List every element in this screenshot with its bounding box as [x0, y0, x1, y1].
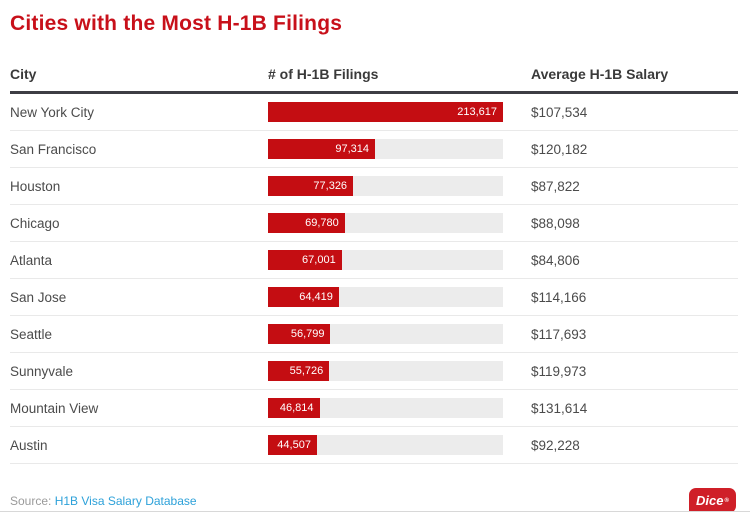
bar-track: 77,326: [268, 176, 503, 196]
salary-value: $84,806: [531, 252, 580, 268]
salary-value: $119,973: [531, 363, 587, 379]
city-label: San Jose: [10, 289, 67, 305]
filings-bar-cell: 55,726: [268, 361, 503, 381]
table-row: Sunnyvale 55,726 $119,973: [10, 353, 738, 390]
filings-bar-cell: 213,617: [268, 102, 503, 122]
city-label: Austin: [10, 437, 48, 453]
bar-track: 44,507: [268, 435, 503, 455]
bar-value-label: 46,814: [279, 402, 314, 414]
bar-fill: 69,780: [268, 213, 345, 233]
bar-fill: 77,326: [268, 176, 354, 196]
bar-track: 46,814: [268, 398, 503, 418]
filings-bar-cell: 56,799: [268, 324, 503, 344]
table-row: Mountain View 46,814 $131,614: [10, 390, 738, 427]
salary-value: $107,534: [531, 104, 588, 120]
table-row: Atlanta 67,001 $84,806: [10, 242, 738, 279]
source-label: Source:: [10, 493, 52, 508]
filings-bar-cell: 69,780: [268, 213, 503, 233]
table-row: Austin 44,507 $92,228: [10, 427, 738, 464]
salary-value: $88,098: [531, 215, 580, 231]
source-link[interactable]: H1B Visa Salary Database: [54, 493, 197, 508]
dice-logo-text: Dice: [696, 493, 724, 508]
bar-track: 55,726: [268, 361, 503, 381]
city-label: Houston: [10, 178, 61, 194]
filings-bar-cell: 44,507: [268, 435, 503, 455]
table-row: San Francisco 97,314 $120,182: [10, 131, 738, 168]
city-label: Mountain View: [10, 400, 99, 416]
table-row: San Jose 64,419 $114,166: [10, 279, 738, 316]
footer: Source: H1B Visa Salary Database Dice ®: [10, 488, 738, 511]
bar-value-label: 213,617: [457, 106, 497, 118]
bar-track: 67,001: [268, 250, 503, 270]
column-header-filings: # of H-1B Filings: [268, 66, 379, 82]
bar-value-label: 77,326: [313, 180, 348, 192]
salary-value: $120,182: [531, 141, 588, 157]
salary-value: $92,228: [531, 437, 580, 453]
bar-value-label: 69,780: [305, 217, 339, 229]
bar-fill: 46,814: [268, 398, 320, 418]
bar-value-label: 64,419: [299, 291, 333, 303]
bar-value-label: 56,799: [290, 328, 325, 340]
column-header-city: City: [10, 66, 37, 82]
page-title: Cities with the Most H-1B Filings: [10, 12, 343, 35]
bar-track: 56,799: [268, 324, 503, 344]
city-label: New York City: [10, 104, 95, 120]
bar-fill: 44,507: [268, 435, 317, 455]
bar-value-label: 67,001: [302, 254, 336, 266]
filings-bar-cell: 67,001: [268, 250, 503, 270]
salary-value: $131,614: [531, 400, 588, 416]
table-row: Seattle 56,799 $117,693: [10, 316, 738, 353]
bar-track: 97,314: [268, 139, 503, 159]
salary-value: $87,822: [531, 178, 580, 194]
city-label: Chicago: [10, 215, 60, 231]
dice-trademark-icon: ®: [724, 497, 729, 504]
filings-bar-cell: 46,814: [268, 398, 503, 418]
bar-value-label: 44,507: [277, 439, 311, 451]
city-label: San Francisco: [10, 141, 97, 157]
city-label: Sunnyvale: [10, 363, 74, 379]
filings-bar-cell: 77,326: [268, 176, 503, 196]
table-row: Houston 77,326 $87,822: [10, 168, 738, 205]
table-rows: New York City 213,617 $107,534 San Francisc…: [10, 94, 738, 464]
bar-value-label: 97,314: [335, 143, 370, 155]
salary-value: $114,166: [531, 289, 587, 305]
bar-fill: 213,617: [268, 102, 503, 122]
table-header: City # of H-1B Filings Average H-1B Sala…: [10, 66, 738, 94]
filings-bar-cell: 64,419: [268, 287, 503, 307]
bar-fill: 55,726: [268, 361, 330, 381]
column-header-salary: Average H-1B Salary: [531, 66, 669, 82]
table-row: New York City 213,617 $107,534: [10, 94, 738, 131]
bar-fill: 64,419: [268, 287, 339, 307]
bar-track: 64,419: [268, 287, 503, 307]
salary-value: $117,693: [531, 326, 587, 342]
bar-track: 213,617: [268, 102, 503, 122]
bar-track: 69,780: [268, 213, 503, 233]
source-line: Source: H1B Visa Salary Database: [10, 494, 197, 508]
dice-logo[interactable]: Dice ®: [689, 488, 736, 511]
filings-bar-cell: 97,314: [268, 139, 503, 159]
table-row: Chicago 69,780 $88,098: [10, 205, 738, 242]
bar-fill: 97,314: [268, 139, 376, 159]
city-label: Seattle: [10, 326, 53, 342]
bar-value-label: 55,726: [289, 365, 324, 377]
bar-fill: 56,799: [268, 324, 331, 344]
city-label: Atlanta: [10, 252, 53, 268]
bar-fill: 67,001: [268, 250, 342, 270]
